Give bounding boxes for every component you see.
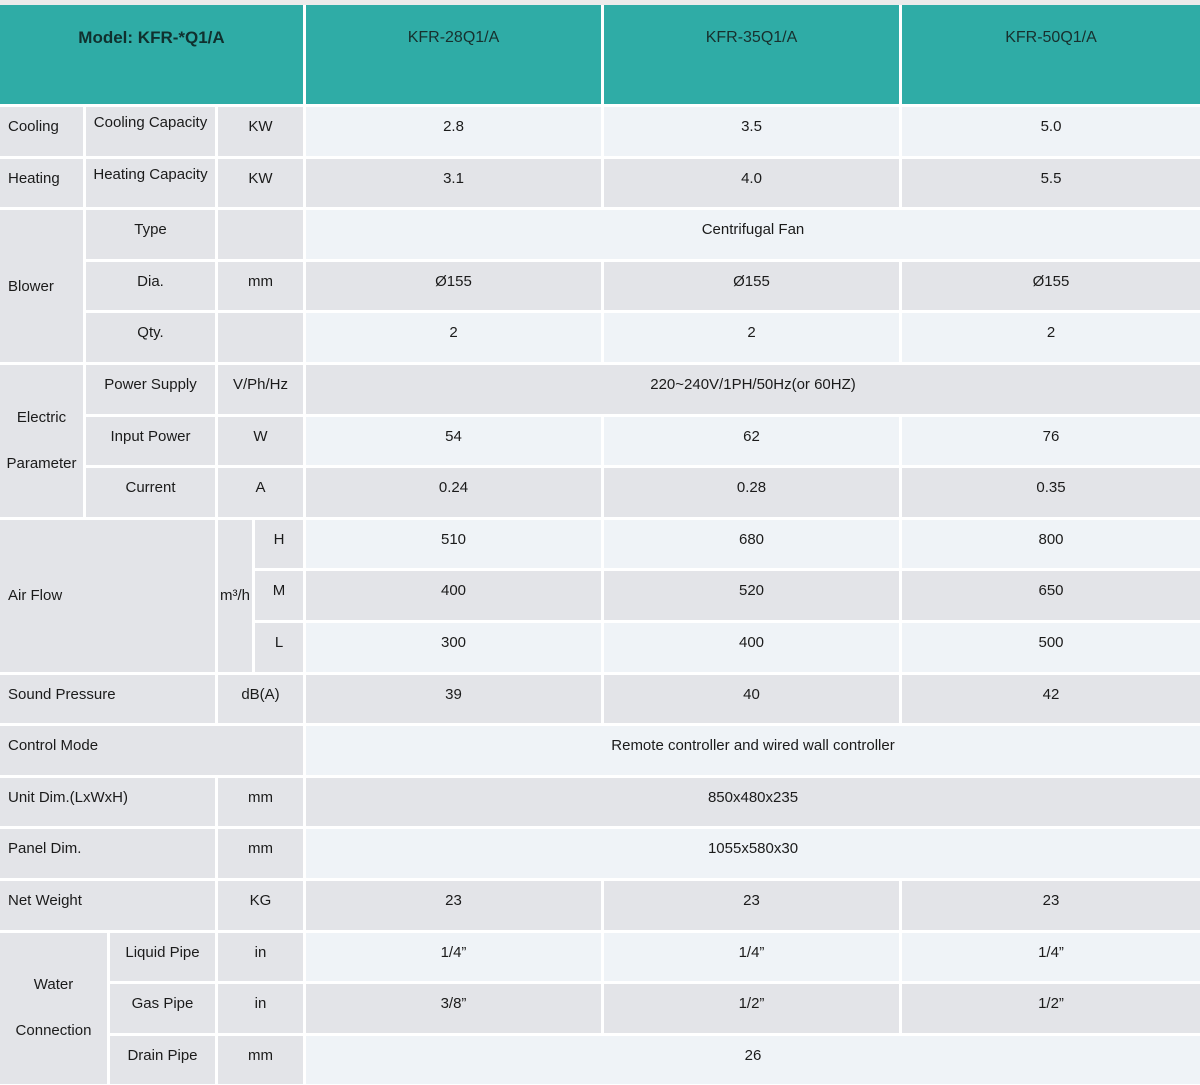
gas-pipe-label: Gas Pipe xyxy=(110,984,215,1033)
water-connection-category: Water Connection xyxy=(0,932,107,1085)
input-power-value-kfr50: 76 xyxy=(902,416,1200,466)
net-weight-value-kfr35: 23 xyxy=(604,880,899,930)
gas-pipe-value-kfr28: 3/8” xyxy=(306,984,601,1033)
liquid-pipe-label: Liquid Pipe xyxy=(110,932,215,982)
blower-type-value: Centrifugal Fan xyxy=(306,210,1200,259)
heating-capacity-label: Heating Capacity xyxy=(86,158,215,208)
sound-pressure-value-kfr50: 42 xyxy=(902,674,1200,724)
drain-pipe-label: Drain Pipe xyxy=(110,1035,215,1085)
air-flow-high-value-kfr50: 800 xyxy=(902,519,1200,569)
blower-qty-unit xyxy=(218,313,303,362)
net-weight-label: Net Weight xyxy=(0,880,215,930)
air-flow-medium-value-kfr35: 520 xyxy=(604,571,899,620)
air-flow-medium-value-kfr50: 650 xyxy=(902,571,1200,620)
blower-dia-value-kfr50: Ø155 xyxy=(902,261,1200,311)
current-value-kfr35: 0.28 xyxy=(604,468,899,517)
blower-dia-value-kfr28: Ø155 xyxy=(306,261,601,311)
liquid-pipe-value-kfr35: 1/4” xyxy=(604,932,899,982)
air-flow-low-value-kfr35: 400 xyxy=(604,622,899,672)
net-weight-unit: KG xyxy=(218,880,303,930)
power-supply-label: Power Supply xyxy=(86,364,215,414)
cooling-unit: KW xyxy=(218,107,303,156)
air-flow-low-value-kfr28: 300 xyxy=(306,622,601,672)
liquid-pipe-value-kfr50: 1/4” xyxy=(902,932,1200,982)
net-weight-value-kfr50: 23 xyxy=(902,880,1200,930)
column-header-kfr-50q1a: KFR-50Q1/A xyxy=(902,5,1200,104)
liquid-pipe-value-kfr28: 1/4” xyxy=(306,932,601,982)
current-value-kfr28: 0.24 xyxy=(306,468,601,517)
air-flow-medium-label: M xyxy=(255,571,303,620)
input-power-value-kfr35: 62 xyxy=(604,416,899,466)
cooling-capacity-label: Cooling Capacity xyxy=(86,107,215,156)
column-header-kfr-28q1a: KFR-28Q1/A xyxy=(306,5,601,104)
cooling-value-kfr35: 3.5 xyxy=(604,107,899,156)
heating-value-kfr50: 5.5 xyxy=(902,158,1200,208)
cooling-value-kfr28: 2.8 xyxy=(306,107,601,156)
drain-pipe-value: 26 xyxy=(306,1035,1200,1085)
net-weight-value-kfr28: 23 xyxy=(306,880,601,930)
current-value-kfr50: 0.35 xyxy=(902,468,1200,517)
panel-dim-value: 1055x580x30 xyxy=(306,829,1200,878)
model-header: Model: KFR-*Q1/A xyxy=(0,5,303,104)
sound-pressure-unit: dB(A) xyxy=(218,674,303,724)
power-supply-value: 220~240V/1PH/50Hz(or 60HZ) xyxy=(306,364,1200,414)
drain-pipe-unit: mm xyxy=(218,1035,303,1085)
air-flow-high-value-kfr35: 680 xyxy=(604,519,899,569)
heating-category: Heating xyxy=(0,158,83,208)
blower-category: Blower xyxy=(0,210,83,362)
air-flow-high-label: H xyxy=(255,519,303,569)
blower-qty-value-kfr50: 2 xyxy=(902,313,1200,362)
column-header-kfr-35q1a: KFR-35Q1/A xyxy=(604,5,899,104)
unit-dim-label: Unit Dim.(LxWxH) xyxy=(0,777,215,827)
input-power-unit: W xyxy=(218,416,303,466)
air-flow-medium-value-kfr28: 400 xyxy=(306,571,601,620)
heating-value-kfr28: 3.1 xyxy=(306,158,601,208)
heating-value-kfr35: 4.0 xyxy=(604,158,899,208)
panel-dim-label: Panel Dim. xyxy=(0,829,215,878)
current-unit: A xyxy=(218,468,303,517)
gas-pipe-value-kfr50: 1/2” xyxy=(902,984,1200,1033)
spec-table: Model: KFR-*Q1/A KFR-28Q1/A KFR-35Q1/A K… xyxy=(0,5,1200,1085)
top-margin-strip xyxy=(0,0,1200,5)
blower-dia-unit: mm xyxy=(218,261,303,311)
air-flow-unit: m³/h xyxy=(218,519,252,672)
air-flow-category: Air Flow xyxy=(0,519,215,672)
air-flow-low-value-kfr50: 500 xyxy=(902,622,1200,672)
air-flow-low-label: L xyxy=(255,622,303,672)
control-mode-label: Control Mode xyxy=(0,726,303,775)
heating-unit: KW xyxy=(218,158,303,208)
air-flow-high-value-kfr28: 510 xyxy=(306,519,601,569)
blower-qty-value-kfr28: 2 xyxy=(306,313,601,362)
sound-pressure-label: Sound Pressure xyxy=(0,674,215,724)
blower-qty-value-kfr35: 2 xyxy=(604,313,899,362)
gas-pipe-value-kfr35: 1/2” xyxy=(604,984,899,1033)
current-label: Current xyxy=(86,468,215,517)
blower-qty-label: Qty. xyxy=(86,313,215,362)
unit-dim-value: 850x480x235 xyxy=(306,777,1200,827)
blower-type-unit xyxy=(218,210,303,259)
control-mode-value: Remote controller and wired wall control… xyxy=(306,726,1200,775)
electric-category: Electric Parameter xyxy=(0,364,83,517)
sound-pressure-value-kfr28: 39 xyxy=(306,674,601,724)
cooling-category: Cooling xyxy=(0,107,83,156)
blower-type-label: Type xyxy=(86,210,215,259)
cooling-value-kfr50: 5.0 xyxy=(902,107,1200,156)
blower-dia-value-kfr35: Ø155 xyxy=(604,261,899,311)
blower-dia-label: Dia. xyxy=(86,261,215,311)
input-power-value-kfr28: 54 xyxy=(306,416,601,466)
panel-dim-unit: mm xyxy=(218,829,303,878)
input-power-label: Input Power xyxy=(86,416,215,466)
unit-dim-unit: mm xyxy=(218,777,303,827)
liquid-pipe-unit: in xyxy=(218,932,303,982)
power-supply-unit: V/Ph/Hz xyxy=(218,364,303,414)
gas-pipe-unit: in xyxy=(218,984,303,1033)
sound-pressure-value-kfr35: 40 xyxy=(604,674,899,724)
